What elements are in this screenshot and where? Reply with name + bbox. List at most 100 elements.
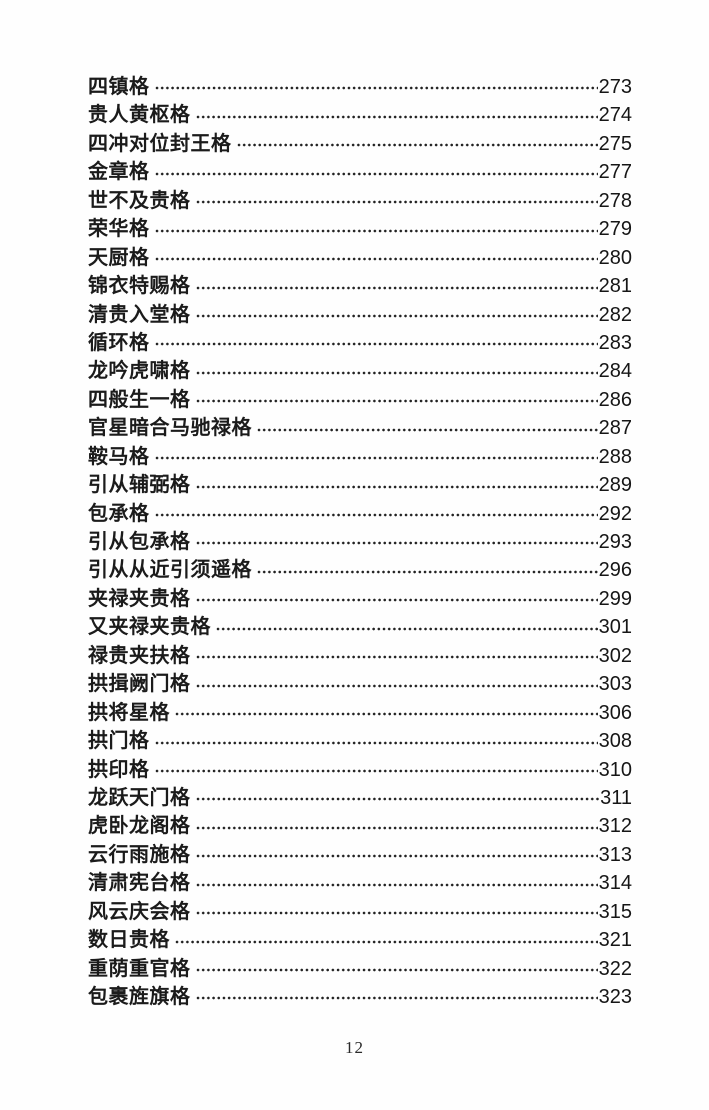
toc-entry-page: 312 bbox=[598, 815, 632, 838]
toc-entry-page: 280 bbox=[598, 246, 632, 269]
dot-leader bbox=[195, 824, 598, 831]
dot-leader bbox=[236, 142, 598, 149]
toc-entry-page: 301 bbox=[598, 616, 632, 639]
toc-entry-page: 292 bbox=[598, 502, 632, 525]
toc-entry: 天厨格 280 bbox=[88, 241, 632, 269]
toc-entry-page: 315 bbox=[598, 900, 632, 923]
toc-entry: 拱将星格 306 bbox=[88, 696, 632, 724]
dot-leader bbox=[154, 341, 598, 348]
dot-leader bbox=[195, 312, 598, 319]
toc-entry-title: 拱将星格 bbox=[88, 701, 170, 724]
toc-entry-page: 282 bbox=[598, 303, 632, 326]
toc-entry-page: 287 bbox=[598, 417, 632, 440]
dot-leader bbox=[154, 455, 598, 462]
toc-entry-page: 296 bbox=[598, 559, 632, 582]
toc-list: 四镇格 273 贵人黄枢格 274 四冲对位封王格 275 金章格 277 世不及贵格 278 荣华… bbox=[88, 70, 632, 1008]
toc-entry: 龙跃天门格 311 bbox=[88, 781, 632, 809]
toc-entry-page: 321 bbox=[598, 929, 632, 952]
toc-entry-title: 天厨格 bbox=[88, 246, 150, 269]
dot-leader bbox=[154, 512, 598, 518]
toc-entry-title: 云行雨施格 bbox=[88, 843, 191, 866]
toc-entry-title: 金章格 bbox=[88, 161, 150, 184]
toc-entry-page: 289 bbox=[598, 474, 632, 497]
toc-entry-title: 拱门格 bbox=[88, 730, 150, 753]
toc-entry-page: 302 bbox=[598, 644, 632, 667]
toc-entry: 荣华格 279 bbox=[88, 212, 632, 240]
dot-leader bbox=[195, 398, 598, 405]
toc-entry-title: 重荫重官格 bbox=[88, 957, 191, 980]
dot-leader bbox=[195, 540, 598, 547]
toc-entry-page: 284 bbox=[598, 360, 632, 383]
dot-leader bbox=[175, 711, 598, 718]
toc-entry: 金章格 277 bbox=[88, 155, 632, 183]
toc-entry-page: 306 bbox=[598, 701, 632, 724]
toc-entry-page: 314 bbox=[598, 872, 632, 895]
toc-entry-title: 禄贵夹扶格 bbox=[88, 644, 191, 667]
toc-entry-title: 四镇格 bbox=[88, 76, 150, 98]
toc-entry: 鞍马格 288 bbox=[88, 440, 632, 468]
dot-leader bbox=[195, 910, 598, 917]
toc-entry: 四般生一格 286 bbox=[88, 383, 632, 411]
toc-entry-page: 303 bbox=[598, 673, 632, 696]
toc-entry-page: 313 bbox=[598, 843, 632, 866]
toc-entry-title: 龙吟虎啸格 bbox=[88, 360, 191, 383]
toc-entry-title: 龙跃天门格 bbox=[88, 786, 191, 809]
toc-entry-page: 281 bbox=[598, 275, 632, 298]
dot-leader bbox=[195, 967, 598, 973]
toc-entry-page: 286 bbox=[598, 388, 632, 411]
toc-entry-page: 311 bbox=[600, 786, 632, 809]
toc-entry-page: 283 bbox=[598, 331, 632, 354]
toc-entry: 龙吟虎啸格 284 bbox=[88, 354, 632, 382]
toc-entry-title: 包裹旌旗格 bbox=[88, 986, 191, 1008]
toc-entry-title: 鞍马格 bbox=[88, 445, 150, 468]
dot-leader bbox=[195, 881, 598, 888]
toc-entry: 循环格 283 bbox=[88, 326, 632, 354]
toc-entry-title: 荣华格 bbox=[88, 218, 150, 241]
dot-leader bbox=[216, 625, 598, 632]
dot-leader bbox=[195, 995, 598, 1002]
dot-leader bbox=[195, 199, 598, 206]
dot-leader bbox=[195, 483, 598, 490]
toc-entry-title: 清贵入堂格 bbox=[88, 303, 191, 326]
dot-leader bbox=[257, 426, 598, 433]
toc-entry-page: 308 bbox=[598, 730, 632, 753]
dot-leader bbox=[154, 227, 598, 234]
toc-entry-title: 夹禄夹贵格 bbox=[88, 587, 191, 610]
toc-entry-title: 数日贵格 bbox=[88, 929, 170, 952]
toc-entry: 引从辅弼格 289 bbox=[88, 468, 632, 496]
toc-entry: 包承格 292 bbox=[88, 497, 632, 525]
toc-entry: 四镇格 273 bbox=[88, 70, 632, 98]
toc-entry-title: 虎卧龙阁格 bbox=[88, 815, 191, 838]
toc-entry: 贵人黄枢格 274 bbox=[88, 98, 632, 126]
dot-leader bbox=[195, 369, 598, 376]
toc-entry-title: 引从包承格 bbox=[88, 531, 191, 553]
toc-entry-title: 四冲对位封王格 bbox=[88, 132, 232, 155]
toc-entry-title: 包承格 bbox=[88, 502, 150, 525]
toc-entry-page: 288 bbox=[598, 445, 632, 468]
toc-entry-page: 279 bbox=[598, 218, 632, 241]
toc-entry-page: 322 bbox=[598, 957, 632, 980]
toc-entry-title: 贵人黄枢格 bbox=[88, 104, 191, 127]
toc-entry-page: 323 bbox=[598, 986, 632, 1008]
toc-entry: 拱门格 308 bbox=[88, 724, 632, 752]
toc-entry: 拱揖阙门格 303 bbox=[88, 667, 632, 695]
toc-entry: 清肃宪台格 314 bbox=[88, 866, 632, 894]
toc-entry: 又夹禄夹贵格 301 bbox=[88, 610, 632, 638]
toc-entry-page: 310 bbox=[598, 758, 632, 781]
dot-leader bbox=[195, 796, 600, 803]
toc-entry-title: 官星暗合马驰禄格 bbox=[88, 417, 252, 440]
toc-entry-title: 拱揖阙门格 bbox=[88, 673, 191, 696]
dot-leader bbox=[195, 682, 598, 689]
page-number: 12 bbox=[345, 1038, 364, 1057]
toc-entry: 清贵入堂格 282 bbox=[88, 298, 632, 326]
toc-entry-page: 273 bbox=[598, 76, 632, 98]
dot-leader bbox=[154, 767, 598, 774]
toc-entry-page: 299 bbox=[598, 587, 632, 610]
toc-entry: 虎卧龙阁格 312 bbox=[88, 809, 632, 837]
toc-entry: 四冲对位封王格 275 bbox=[88, 127, 632, 155]
toc-entry-page: 274 bbox=[598, 104, 632, 127]
dot-leader bbox=[154, 739, 598, 746]
dot-leader bbox=[195, 284, 598, 291]
dot-leader bbox=[257, 568, 598, 575]
